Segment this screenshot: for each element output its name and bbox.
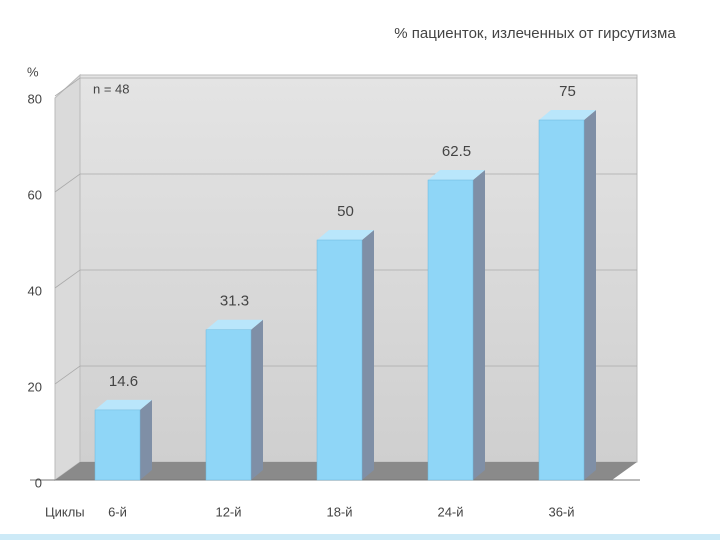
x-tick-label: 6-й [108, 504, 127, 519]
y-tick-label: 0 [35, 475, 42, 490]
bar-top [428, 170, 485, 180]
value-label: 75 [559, 83, 576, 100]
bar-top [317, 230, 374, 240]
bar [427, 179, 474, 481]
bottom-band [0, 534, 720, 540]
grid-line [54, 77, 637, 97]
x-tick-label: 36-й [548, 504, 574, 519]
bar-side [473, 170, 485, 480]
x-tick-label: 24-й [437, 504, 463, 519]
bar [538, 119, 585, 481]
bar [316, 239, 363, 481]
annotation: n = 48 [93, 81, 130, 96]
value-label: 62.5 [442, 143, 471, 160]
y-tick-label: 40 [28, 283, 42, 298]
bar-side [362, 230, 374, 480]
side-wall [54, 73, 81, 481]
x-tick-label: 18-й [326, 504, 352, 519]
y-tick-label: 60 [28, 187, 42, 202]
bar-top [95, 399, 152, 410]
bar-top [206, 319, 263, 330]
chart-title: % пациенток, излеченных от гирсутизма [394, 25, 676, 42]
bar [205, 329, 252, 481]
x-axis-label: Циклы [45, 504, 85, 519]
value-label: 50 [337, 203, 354, 220]
bar-side [251, 319, 263, 480]
bar-top [539, 110, 596, 120]
y-axis-label: % [27, 64, 39, 79]
y-tick-label: 80 [28, 91, 42, 106]
value-label: 31.3 [220, 293, 249, 310]
y-tick-label: 20 [28, 379, 42, 394]
bar [94, 409, 141, 481]
x-tick-label: 12-й [215, 504, 241, 519]
value-label: 14.6 [109, 373, 138, 390]
bar-side [584, 110, 596, 480]
bar-side [140, 399, 152, 480]
